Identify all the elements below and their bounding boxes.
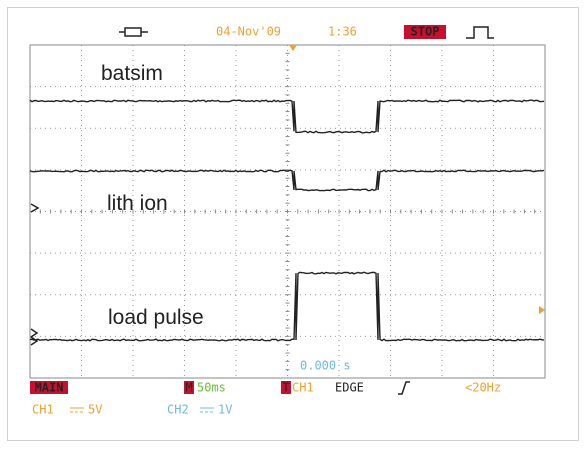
status: STOP — [411, 25, 440, 39]
frame — [8, 8, 579, 441]
trace-label: lith ion — [107, 192, 168, 215]
trigger-time: 0.000 s — [300, 359, 351, 373]
channel-scale: 1V — [218, 403, 232, 417]
trigger-source: CH1 — [292, 381, 314, 395]
timebase: 50ms — [197, 381, 226, 395]
channel-scale: 5V — [88, 403, 102, 417]
date: 04-Nov'09 — [216, 25, 281, 39]
trace-label: load pulse — [108, 306, 204, 329]
trigger-type: EDGE — [335, 381, 364, 395]
trigger-filter: <20Hz — [465, 381, 501, 395]
timebase-marker: M — [185, 381, 192, 395]
scope-screen: 04-Nov'09 1:36 STOP batsim lith ion load… — [0, 0, 587, 449]
mode: MAIN — [35, 381, 64, 395]
trigger-marker: T — [282, 381, 289, 395]
channel-name: CH2 — [167, 403, 189, 417]
channel-name: CH1 — [32, 403, 54, 417]
trace-label: batsim — [101, 62, 163, 85]
time: 1:36 — [328, 25, 357, 39]
